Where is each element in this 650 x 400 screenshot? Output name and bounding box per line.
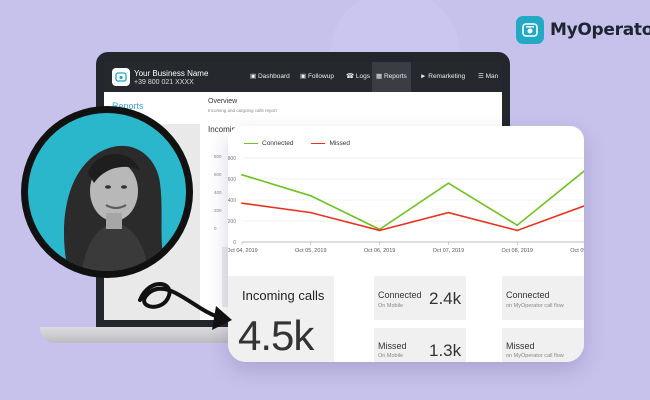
data-point-missed[interactable] <box>309 211 312 214</box>
overview-title: Overview <box>208 98 238 105</box>
nav-dashboard[interactable]: ▣ Dashboard <box>250 73 290 80</box>
series-line-missed <box>241 202 584 232</box>
data-point-missed[interactable] <box>516 229 519 232</box>
x-tick-label: Oct 09, 2019 <box>570 248 584 254</box>
connected-mobile-value: 2.4k <box>429 289 462 308</box>
incoming-calls-value: 4.5k <box>238 312 314 359</box>
nav-remarketing[interactable]: ► Remarketing <box>420 73 466 80</box>
under-y-tick-label: 200 <box>214 208 222 213</box>
connected-mobile-title: Connected <box>378 290 422 300</box>
missed-mobile-tile[interactable] <box>374 328 466 362</box>
connected-mobile-tile[interactable] <box>374 276 466 320</box>
legend-swatch-connected <box>244 142 258 145</box>
data-point-connected[interactable] <box>447 182 450 185</box>
legend-label-missed: Missed <box>329 140 351 147</box>
y-tick-label: 400 <box>228 198 236 204</box>
data-point-connected[interactable] <box>516 224 519 227</box>
business-name: Your Business Name <box>134 69 209 78</box>
missed-flow-tile[interactable] <box>502 328 584 362</box>
calls-line-chart: 0 200 400 600 800 Oct 04, 2019 Oct 05, 2019 Oct… <box>228 156 584 254</box>
reports-icon: ▦ <box>376 73 384 80</box>
nav-manage[interactable]: ☰ Man <box>478 73 499 80</box>
incoming-calls-tile[interactable] <box>228 276 334 362</box>
missed-flow-sub: on MyOperator call flow <box>506 353 564 359</box>
x-tick-label: Oct 07, 2019 <box>433 248 465 254</box>
person-portrait-icon <box>63 145 166 271</box>
brand-phone-icon <box>516 16 544 44</box>
phone-icon: ☎ <box>346 73 356 80</box>
missed-mobile-value: 1.3k <box>429 341 462 360</box>
missed-mobile-title: Missed <box>378 341 407 351</box>
data-point-missed[interactable] <box>378 229 381 232</box>
legend-swatch-missed <box>311 142 326 145</box>
sidebar-title[interactable]: Reports <box>112 101 144 111</box>
y-tick-label: 800 <box>228 156 236 162</box>
x-tick-label: Oct 06, 2019 <box>364 248 396 254</box>
x-tick-label: Oct 08, 2019 <box>501 248 533 254</box>
dashboard-icon: ▣ <box>250 73 258 80</box>
data-point-connected[interactable] <box>309 194 312 197</box>
under-y-tick-label: 400 <box>214 190 222 195</box>
under-y-tick-label: 0 <box>214 226 217 231</box>
connected-mobile-sub: On Mobile <box>378 303 404 309</box>
data-point-missed[interactable] <box>241 202 243 205</box>
missed-flow-title: Missed <box>506 341 535 351</box>
x-tick-label: Oct 05, 2019 <box>295 248 327 254</box>
navbar: Your Business Name +39 800 021 XXXX ▣ Da… <box>104 62 502 92</box>
brand-name: MyOperator <box>550 20 650 40</box>
y-tick-label: 200 <box>228 219 236 225</box>
chart-legend: Connected Missed <box>244 140 350 147</box>
data-point-connected[interactable] <box>241 173 243 176</box>
connected-flow-title: Connected <box>506 290 550 300</box>
brand: MyOperator <box>516 16 650 44</box>
y-tick-label: 600 <box>228 177 236 183</box>
nav-reports[interactable]: ▦ Reports <box>372 62 411 92</box>
data-point-missed[interactable] <box>447 211 450 214</box>
legend-label-connected: Connected <box>262 140 294 147</box>
series-line-connected <box>241 170 584 231</box>
x-tick-label: Oct 04, 2019 <box>228 248 258 254</box>
missed-mobile-sub: On Mobile <box>378 353 404 359</box>
avatar <box>28 113 186 271</box>
app-logo-icon[interactable] <box>112 68 130 86</box>
business-phone: +39 800 021 XXXX <box>134 79 194 86</box>
report-card: Connected Missed 0 200 400 600 800 Oct 04, 20… <box>228 126 584 362</box>
overview-subtitle: Incoming and outgoing calls report <box>208 108 277 113</box>
manage-icon: ☰ <box>478 73 486 80</box>
incoming-calls-label: Incoming calls <box>242 288 325 303</box>
megaphone-icon: ► <box>420 73 429 80</box>
nav-followup[interactable]: ▣ Followup <box>300 73 334 80</box>
connected-flow-sub: on MyOperator call flow <box>506 303 564 309</box>
under-y-tick-label: 600 <box>214 172 222 177</box>
connected-flow-tile[interactable] <box>502 276 584 320</box>
incoming-heading: Incoming <box>208 125 241 134</box>
followup-icon: ▣ <box>300 73 308 80</box>
under-y-tick-label: 800 <box>214 154 222 159</box>
y-tick-label: 0 <box>233 240 236 246</box>
nav-logs[interactable]: ☎ Logs <box>346 73 371 80</box>
